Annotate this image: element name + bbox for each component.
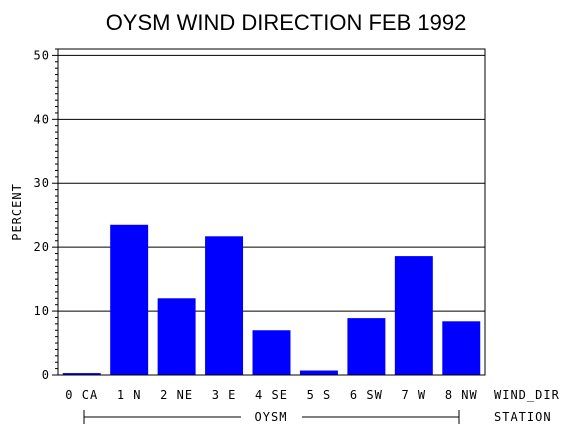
x-axis-tick-labels: 0 CA 1 N 2 NE 3 E 4 SE 5 S 6 SW 7 W 8 NW (65, 388, 478, 402)
y-axis-ticks: 0 10 20 30 40 50 (34, 48, 58, 382)
y-tick-label: 30 (34, 176, 50, 190)
x-tick-label: 4 SE (255, 388, 288, 402)
bars (62, 224, 481, 375)
group-label: OYSM (255, 410, 288, 424)
x-axis-label: WIND_DIR (494, 388, 560, 402)
y-tick-label: 40 (34, 112, 50, 126)
y-tick-label: 0 (42, 368, 50, 382)
bar-3 (205, 236, 244, 375)
group-axis-label: STATION (494, 410, 552, 424)
bar-6 (347, 318, 386, 375)
bar-0 (62, 373, 101, 375)
x-tick-label: 1 N (117, 388, 142, 402)
bar-1 (110, 224, 149, 375)
bar-8 (442, 321, 481, 375)
bar-4 (252, 330, 291, 375)
x-tick-label: 7 W (401, 388, 426, 402)
chart-title: OYSM WIND DIRECTION FEB 1992 (106, 10, 467, 35)
x-tick-label: 2 NE (160, 388, 193, 402)
x-tick-label: 5 S (307, 388, 332, 402)
x-tick-label: 0 CA (65, 388, 98, 402)
y-tick-label: 20 (34, 240, 50, 254)
bar-2 (157, 298, 196, 375)
y-axis-label: PERCENT (10, 183, 24, 241)
x-tick-label: 6 SW (350, 388, 383, 402)
x-tick-label: 3 E (212, 388, 237, 402)
plot-frame (57, 48, 486, 376)
y-tick-label: 10 (34, 304, 50, 318)
x-tick-label: 8 NW (445, 388, 478, 402)
bar-7 (394, 256, 433, 375)
bar-5 (299, 370, 338, 375)
y-tick-label: 50 (34, 48, 50, 62)
